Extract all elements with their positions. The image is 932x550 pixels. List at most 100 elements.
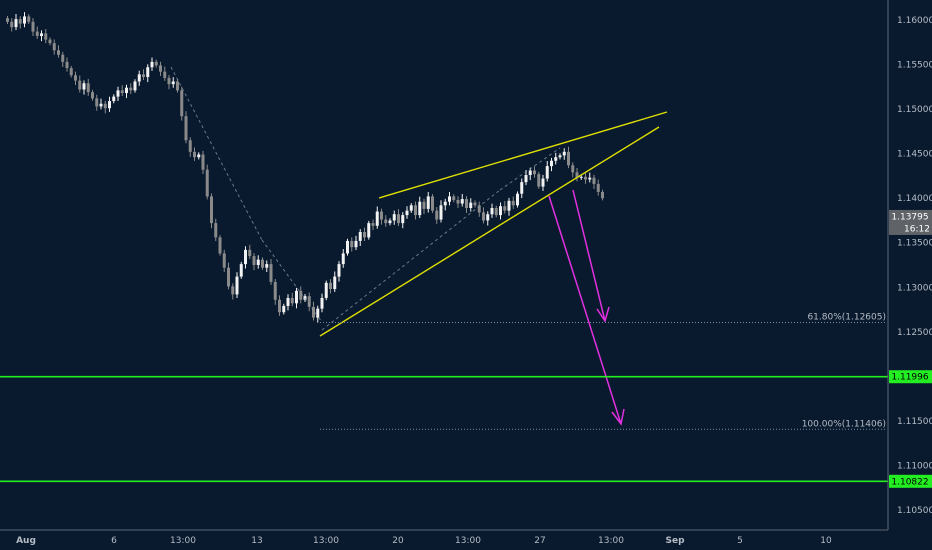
candle-body <box>69 68 73 76</box>
candle-body <box>244 249 247 265</box>
candle-body <box>541 178 545 187</box>
candle-body <box>252 256 256 265</box>
time-tick-label: 10 <box>820 536 832 546</box>
dashed-guides <box>170 66 561 331</box>
candle-body <box>324 282 328 298</box>
candle-body <box>507 200 511 211</box>
wedge-upper-line <box>378 111 668 199</box>
candle-body <box>214 223 218 238</box>
time-tick-label: 13:00 <box>455 536 481 546</box>
candle-body <box>307 296 311 307</box>
candle-body <box>367 223 371 238</box>
candle-body <box>469 202 473 208</box>
candle-timer-label: 16:12 <box>904 224 930 234</box>
candle-body <box>520 182 524 194</box>
candlestick-series <box>6 12 604 323</box>
candle-body <box>405 210 409 216</box>
candle-body <box>473 202 477 206</box>
candle-body <box>562 151 566 156</box>
candle-body <box>592 177 596 184</box>
candle-body <box>579 176 583 178</box>
candle-body <box>125 87 128 94</box>
candle-body <box>210 196 213 224</box>
price-tick-label: 1.16000 <box>897 16 932 26</box>
candle-body <box>452 196 456 200</box>
price-tick-label: 1.13000 <box>897 283 932 293</box>
candle-body <box>465 199 468 208</box>
candle-body <box>103 103 107 109</box>
time-tick-label: 13:00 <box>313 536 339 546</box>
candle-body <box>426 196 430 209</box>
candle-body <box>341 253 345 265</box>
current-price-badge <box>889 209 932 235</box>
candle-body <box>129 87 133 91</box>
candle-body <box>528 170 532 176</box>
candle-body <box>575 172 579 178</box>
candle-body <box>299 290 303 300</box>
candle-body <box>231 286 235 295</box>
price-badges: 1.11996 1.10822 1.13795 16:12 <box>889 209 932 488</box>
candle-body <box>27 16 31 22</box>
price-tick-label: 1.12500 <box>897 328 932 338</box>
candle-body <box>273 281 277 300</box>
candle-body <box>52 43 56 51</box>
candle-body <box>14 19 18 28</box>
candle-body <box>18 19 22 24</box>
candle-body <box>545 166 549 179</box>
candle-body <box>193 151 196 158</box>
candle-body <box>137 74 141 82</box>
guide-line <box>499 147 561 191</box>
candle-body <box>91 92 94 99</box>
guide-line <box>261 239 323 323</box>
candle-body <box>316 308 320 318</box>
support-badge-2 <box>889 474 932 488</box>
candle-body <box>537 174 541 187</box>
price-tick-label: 1.13500 <box>897 239 932 249</box>
candle-body <box>435 210 439 220</box>
candle-body <box>503 206 507 211</box>
candle-body <box>150 61 154 68</box>
candle-body <box>142 74 145 78</box>
time-tick-label: 20 <box>392 536 404 546</box>
candle-body <box>99 103 103 107</box>
candle-body <box>596 183 600 192</box>
time-tick-label: 6 <box>111 536 117 546</box>
candle-body <box>278 299 281 313</box>
candle-body <box>205 169 209 197</box>
projection-arrows <box>548 189 625 426</box>
candle-body <box>550 160 553 167</box>
candle-body <box>23 16 26 24</box>
candle-body <box>235 276 239 295</box>
time-axis-ticks: Aug 6 13:00 13 13:00 20 13:00 27 13:00 Sep 5 10 <box>16 536 832 546</box>
candle-body <box>265 264 269 268</box>
time-tick-label: Sep <box>665 536 685 546</box>
candle-body <box>533 170 536 175</box>
candle-body <box>499 206 502 216</box>
candle-body <box>40 33 43 37</box>
candle-body <box>482 212 485 221</box>
candle-body <box>282 305 286 313</box>
guide-line <box>321 189 501 331</box>
candle-body <box>65 61 69 69</box>
price-axis-ticks: 1.16000 1.15500 1.15000 1.14500 1.14000 1.135… <box>897 16 932 516</box>
fib-label-100: 100.00%(1.11406) <box>802 419 886 429</box>
candle-body <box>120 90 124 94</box>
candle-body <box>312 306 315 318</box>
candle-body <box>511 200 515 206</box>
time-tick-label: 27 <box>534 536 545 546</box>
candle-body <box>61 54 65 62</box>
candle-body <box>290 297 294 304</box>
candle-body <box>375 211 379 226</box>
candle-body <box>112 96 116 102</box>
candle-body <box>116 90 120 97</box>
candle-body <box>554 157 558 161</box>
candle-body <box>401 215 405 224</box>
candle-body <box>588 177 592 180</box>
time-tick-label: 13:00 <box>598 536 624 546</box>
arrow-61-line <box>572 189 606 322</box>
candle-body <box>524 175 528 183</box>
time-tick-label: 13:00 <box>170 536 196 546</box>
candle-body <box>10 21 14 28</box>
candle-body <box>159 65 162 72</box>
price-tick-label: 1.14000 <box>897 194 932 204</box>
